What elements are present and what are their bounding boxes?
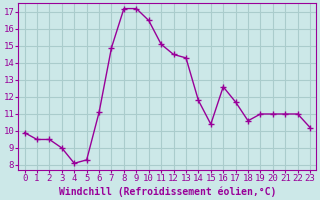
X-axis label: Windchill (Refroidissement éolien,°C): Windchill (Refroidissement éolien,°C): [59, 186, 276, 197]
